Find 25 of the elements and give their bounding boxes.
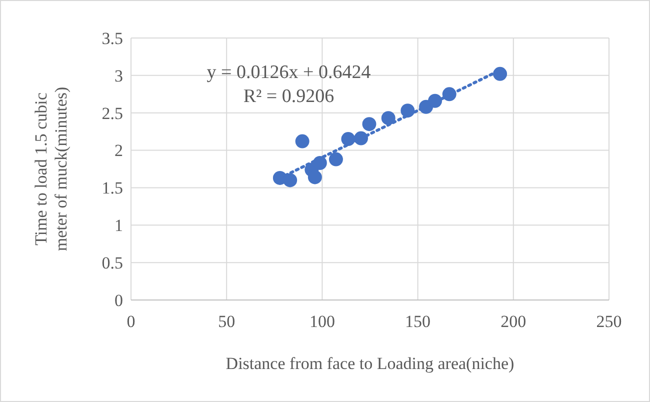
point	[362, 117, 376, 132]
x-tick-label: 200	[500, 312, 526, 331]
y-axis-title: Time to load 1.5 cubic meter of muck(minutes)	[31, 86, 71, 252]
y-tick-label: 3	[114, 66, 123, 86]
annotation: R² = 0.9206	[243, 86, 334, 107]
y-tick-label: 2.5	[102, 104, 123, 123]
y-tick-label: 2	[114, 141, 123, 160]
x-tick-label: 0	[126, 312, 136, 331]
y-tick-label: 1.5	[102, 178, 123, 198]
annotation: y = 0.0126x + 0.6424	[206, 62, 372, 83]
point	[308, 170, 322, 184]
y-tick-label: 1	[114, 216, 123, 236]
y-tick-label: 0	[114, 290, 123, 310]
x-tick-label: 250	[596, 312, 622, 331]
x-tick-label: 100	[309, 312, 335, 331]
x-tick-label: 150	[405, 312, 431, 331]
x-tick-label: 50	[218, 312, 236, 331]
y-tick-label: 3.5	[102, 28, 123, 48]
y-tick-label: 0.5	[102, 254, 123, 273]
point	[295, 134, 310, 148]
point	[493, 66, 508, 81]
x-axis-title: Distance from face to Loading area(niche)	[226, 354, 514, 373]
point	[283, 173, 298, 188]
point	[381, 111, 396, 126]
point	[328, 152, 343, 166]
